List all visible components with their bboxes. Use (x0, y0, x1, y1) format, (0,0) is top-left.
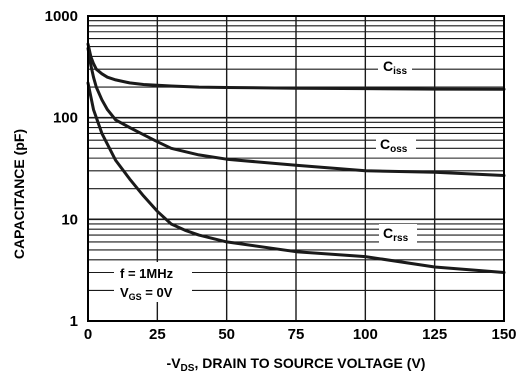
y-tick-label: 10 (61, 211, 78, 228)
x-axis-title-prefix: -V (167, 355, 182, 371)
ciss-label-sub: iss (393, 66, 407, 77)
series-line-coss (86, 46, 506, 177)
y-tick-label: 1 (70, 313, 78, 330)
crss-label-main: C (383, 225, 393, 241)
x-axis-title-subscript: DS (181, 363, 195, 374)
series-line-crss (86, 81, 506, 274)
svg-text:Crss: Crss (383, 225, 409, 244)
series-label-crss: Crss (379, 224, 417, 246)
y-tick-label: 100 (53, 110, 78, 127)
vgs-note: VGS = 0V (120, 285, 173, 302)
x-tick-label: 100 (353, 326, 378, 343)
coss-label-sub: oss (390, 144, 408, 155)
x-tick-label: 0 (84, 326, 92, 343)
plot-frame (87, 15, 505, 322)
x-tick-label: 150 (491, 326, 516, 343)
x-tick-label: 125 (422, 326, 447, 343)
x-tick-label: 75 (288, 326, 305, 343)
series-label-coss: Coss (376, 135, 416, 157)
x-tick-label: 25 (149, 326, 166, 343)
x-tick-label: 50 (218, 326, 235, 343)
y-axis-title: CAPACITANCE (pF) (11, 129, 27, 259)
svg-text:Ciss: Ciss (383, 58, 407, 77)
y-tick-label: 1000 (45, 8, 78, 25)
coss-label-main: C (380, 136, 390, 152)
axis-labels: 0 25 50 75 100 125 150 1 10 100 1000 (45, 8, 517, 343)
series-lines (86, 42, 506, 274)
svg-text:Coss: Coss (380, 136, 408, 155)
x-axis-title: -VDS, DRAIN TO SOURCE VOLTAGE (V) (167, 355, 426, 374)
frequency-note: f = 1MHz (120, 266, 174, 281)
series-line-ciss (86, 42, 506, 91)
series-label-ciss: Ciss (378, 57, 412, 79)
test-conditions-note: f = 1MHz VGS = 0V (114, 262, 192, 302)
x-axis-title-rest: , DRAIN TO SOURCE VOLTAGE (V) (194, 355, 425, 371)
ciss-label-main: C (383, 58, 393, 74)
crss-label-sub: rss (393, 233, 408, 244)
